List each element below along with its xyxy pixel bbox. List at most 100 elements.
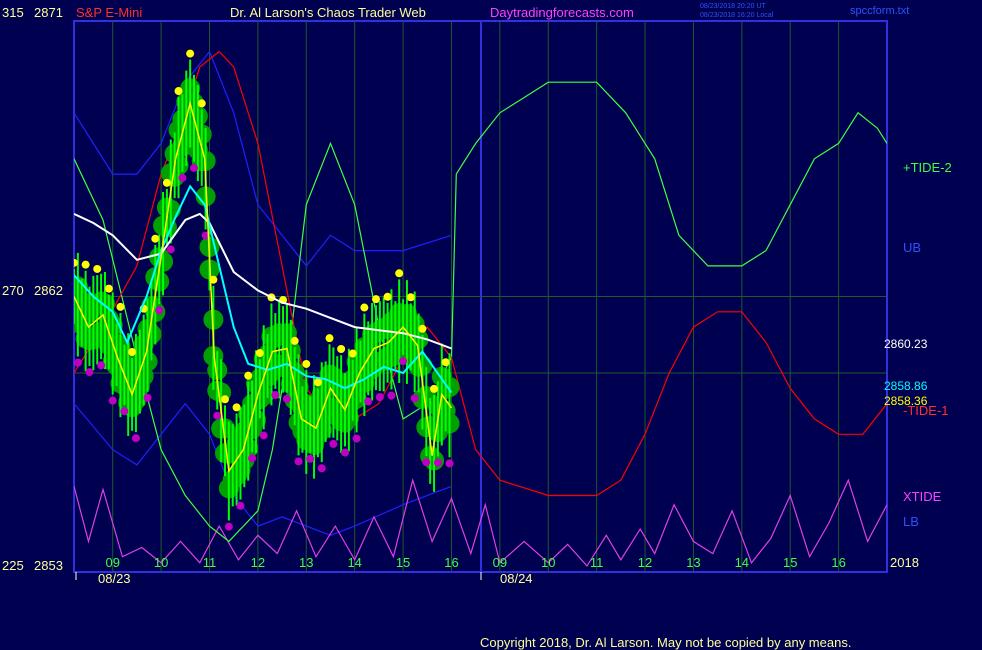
- low-dot-67: [329, 439, 338, 448]
- high-dot-60: [302, 359, 311, 368]
- low-dot-13: [120, 407, 129, 416]
- low-dot-85: [399, 357, 408, 366]
- label-tide1: -TIDE-1: [903, 403, 949, 418]
- low-dot-49: [259, 431, 268, 440]
- x-tick-label-9: 10: [541, 555, 555, 570]
- high-dot-87: [406, 293, 415, 302]
- high-dot-27: [174, 87, 183, 96]
- label-price-white: 2860.23: [884, 337, 928, 351]
- series-yellow-average: [74, 100, 453, 474]
- x-tick-label-2: 11: [203, 555, 217, 570]
- x-tick-label-10: 11: [590, 555, 604, 570]
- low-dot-88: [410, 394, 419, 403]
- high-dot-57: [290, 336, 299, 345]
- low-dot-55: [282, 394, 291, 403]
- stamp-ut: 08/23/2018 20:20 UT: [700, 3, 766, 10]
- high-dot-96: [441, 358, 450, 367]
- y-top-tide: 315: [2, 5, 24, 20]
- high-dot-12: [116, 302, 125, 311]
- low-dot-79: [375, 393, 384, 402]
- low-dot-4: [85, 368, 94, 377]
- high-dot-9: [104, 284, 113, 293]
- label-ub: UB: [903, 240, 921, 255]
- low-dot-7: [97, 361, 106, 370]
- low-dot-94: [433, 458, 442, 467]
- high-dot-24: [162, 178, 171, 187]
- high-dot-78: [371, 295, 380, 304]
- low-dot-40: [224, 522, 233, 531]
- label-price-yellow: 2858.36: [884, 394, 928, 408]
- low-dot-28: [178, 173, 187, 182]
- label-xtide: XTIDE: [903, 489, 942, 504]
- low-dot-64: [317, 464, 326, 473]
- high-dot-69: [337, 344, 346, 353]
- high-dot-3: [81, 260, 90, 269]
- low-dot-76: [364, 397, 373, 406]
- series-lb: [74, 402, 452, 536]
- y-mid-tide: 270: [2, 283, 24, 298]
- x-tick-label-3: 12: [251, 555, 265, 570]
- low-dot-10: [108, 396, 117, 405]
- y-mid-price: 2862: [34, 283, 63, 298]
- stamp-local: 08/23/2018 16:20 Local: [700, 12, 774, 19]
- x-tick-label-8: 09: [493, 555, 507, 570]
- extreme-markers: [74, 49, 454, 531]
- form-file: spccform.txt: [850, 5, 909, 17]
- series-white-average: [74, 212, 452, 350]
- low-dot-58: [294, 457, 303, 466]
- high-dot-48: [255, 349, 264, 358]
- x-axis-ticks: 09 10 11 12 13 14 15 16 09 10 11 12 13 14 15 16: [75, 555, 846, 580]
- symbol-label: S&P E-Mini: [76, 5, 142, 20]
- low-dot-22: [155, 306, 164, 315]
- low-dot-43: [236, 501, 245, 510]
- series-ub: [74, 50, 452, 267]
- high-dot-6: [93, 264, 102, 273]
- low-dot-1: [74, 358, 82, 367]
- x-tick-label-12: 13: [686, 555, 700, 570]
- label-lb: LB: [903, 514, 919, 529]
- high-dot-81: [383, 292, 392, 301]
- low-dot-97: [445, 459, 454, 468]
- high-dot-15: [128, 347, 137, 356]
- low-dot-46: [248, 454, 257, 463]
- x-tick-label-1: 10: [154, 555, 168, 570]
- low-dot-82: [387, 391, 396, 400]
- low-dot-91: [422, 458, 431, 467]
- site-link[interactable]: Daytradingforecasts.com: [490, 5, 634, 20]
- x-tick-label-15: 16: [831, 555, 845, 570]
- high-dot-45: [244, 371, 253, 380]
- high-dot-33: [197, 99, 206, 108]
- high-dot-72: [348, 349, 357, 358]
- low-dot-31: [190, 163, 199, 172]
- x-tick-label-6: 15: [396, 555, 410, 570]
- series-cyan-average: [74, 184, 453, 394]
- copyright: Copyright 2018, Dr. Al Larson. May not b…: [480, 635, 851, 650]
- label-price-cyan: 2858.86: [884, 379, 928, 393]
- high-dot-75: [360, 303, 369, 312]
- low-dot-61: [306, 454, 315, 463]
- x-tick-label-11: 12: [638, 555, 652, 570]
- x-tick-label-0: 09: [105, 555, 119, 570]
- band-lines: [74, 50, 452, 536]
- low-dot-16: [131, 434, 140, 443]
- x-tick-label-14: 15: [783, 555, 797, 570]
- high-dot-90: [418, 324, 427, 333]
- high-dot-0: [74, 258, 78, 267]
- date-label-2: 08/24: [500, 571, 533, 586]
- high-dot-42: [232, 403, 241, 412]
- high-dot-93: [430, 384, 439, 393]
- y-bottom-price: 2853: [34, 558, 63, 573]
- high-dot-84: [395, 269, 404, 278]
- series-tide2: [74, 81, 887, 543]
- low-dot-73: [352, 434, 361, 443]
- low-dot-70: [341, 448, 349, 457]
- year-label: 2018: [890, 555, 919, 570]
- chart-title: Dr. Al Larson's Chaos Trader Web: [230, 5, 426, 20]
- tide-lines: [74, 50, 887, 567]
- series-tide1: [74, 50, 887, 497]
- x-tick-label-4: 13: [299, 555, 313, 570]
- high-dot-66: [325, 334, 334, 343]
- x-tick-label-7: 16: [444, 555, 458, 570]
- high-dot-21: [151, 234, 160, 243]
